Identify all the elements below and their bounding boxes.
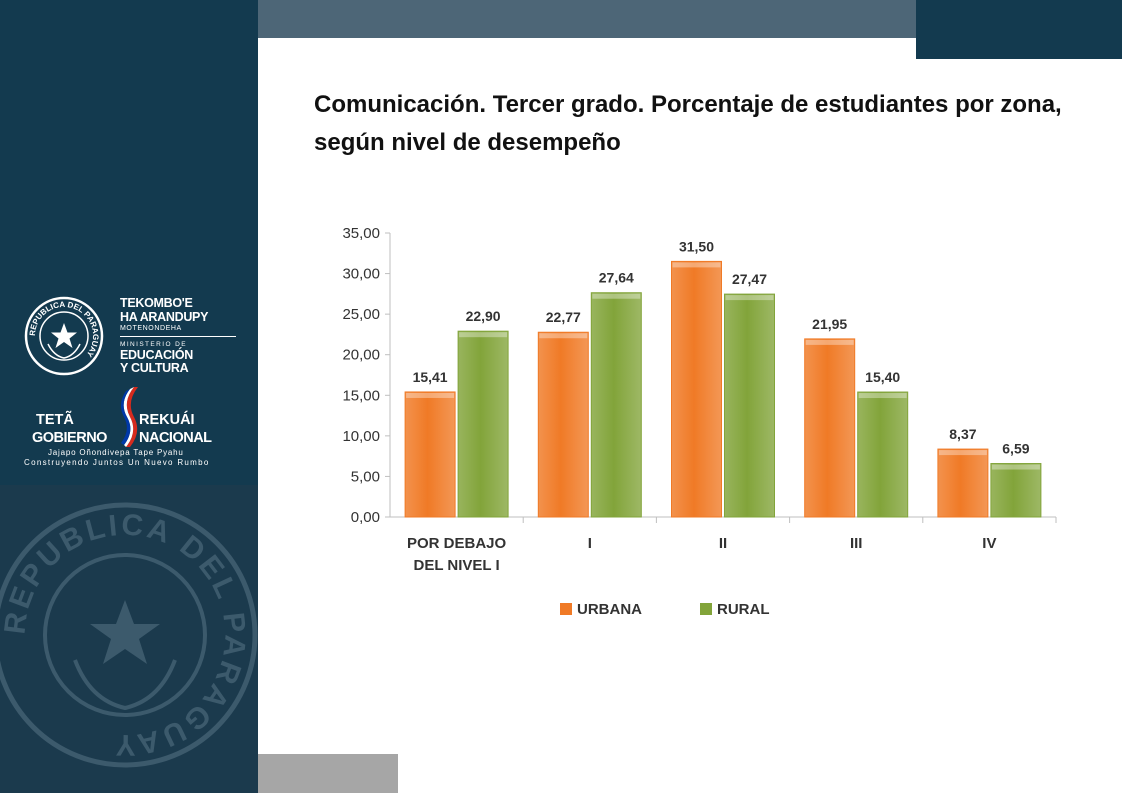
bar-rural [457,330,509,518]
bar-urbana [537,331,589,518]
legend-label: URBANA [577,601,642,618]
ministry-line6: Y CULTURA [120,361,189,375]
header-bar [258,0,916,38]
data-label: 15,41 [413,369,448,385]
data-label: 22,90 [466,308,501,324]
gov-slogan-guarani: Jajapo Oñondivepa Tape Pyahu [48,448,184,457]
gov-word-nacional: NACIONAL [139,430,212,446]
data-label: 22,77 [546,309,581,325]
ministry-divider [120,336,236,337]
bar-highlight [592,293,641,299]
y-tick-label: 15,00 [342,387,380,404]
footer-bar [258,754,398,793]
gov-slogan-spanish: Construyendo Juntos Un Nuevo Rumbo [24,458,210,467]
y-tick-label: 30,00 [342,266,380,283]
data-label: 27,64 [599,270,634,286]
bar-highlight [805,339,854,345]
data-label: 6,59 [1002,441,1029,457]
bar-rural [990,463,1042,518]
bar-chart: 0,00 5,00 10,00 15,00 20,00 25,00 30,00 35,00 15… [310,215,1070,640]
government-logo: TETÃ REKUÁI GOBIERNO NACIONAL Jajapo Oño… [20,385,250,470]
x-tick-label: II [719,535,727,552]
y-tick-label: 5,00 [351,468,380,485]
data-label: 31,50 [679,238,714,254]
y-tick-label: 35,00 [342,225,380,242]
sidebar: REPUBLICA DEL PARAGUAY TEKOMBO'E HA ARAN… [0,0,258,793]
bar-urbana [804,338,856,518]
data-label: 8,37 [949,426,976,442]
bar-highlight [858,393,907,399]
bar-urbana [404,391,456,518]
bar-highlight [938,450,987,456]
gov-word-teta: TETÃ [36,412,74,428]
bar-urbana [671,260,722,518]
legend-label: RURAL [717,601,770,618]
legend-swatch-urbana [560,603,572,615]
header-corner-block [916,0,1122,59]
x-tick-label: POR DEBAJO [407,535,507,552]
bar-highlight [725,295,774,301]
ministry-line4: MINISTERIO DE [120,341,187,348]
bar-rural [724,293,775,518]
ministry-line3: MOTENONDEHA [120,325,182,332]
x-tick-label: DEL NIVEL I [414,557,500,574]
y-tick-label: 10,00 [342,428,380,445]
gov-word-gobierno: GOBIERNO [32,430,107,446]
bar-rural [857,391,909,518]
ministry-line1: TEKOMBO'E [120,296,193,310]
paraguay-seal-icon: REPUBLICA DEL PARAGUAY [24,296,104,376]
x-tick-label: IV [982,535,996,552]
bar-rural [590,292,642,518]
data-label: 27,47 [732,271,767,287]
ministry-line5: EDUCACIÓN [120,348,193,362]
data-label: 21,95 [812,316,847,332]
y-tick-label: 20,00 [342,347,380,364]
ministry-logo: TEKOMBO'E HA ARANDUPY MOTENONDEHA MINIST… [120,296,240,375]
y-tick-label: 0,00 [351,509,380,526]
bar-highlight [539,333,588,339]
gov-word-rekuai: REKUÁI [139,412,195,428]
bar-highlight [672,262,721,268]
seal-watermark-icon: REPUBLICA DEL PARAGUAY [0,502,258,768]
x-tick-label: I [588,535,592,552]
y-tick-label: 25,00 [342,306,380,323]
bar-highlight [991,464,1040,470]
legend-swatch-rural [700,603,712,615]
x-tick-label: III [850,535,863,552]
slide-title: Comunicación. Tercer grado. Porcentaje d… [314,91,1062,156]
bar-chart-svg: 0,00 5,00 10,00 15,00 20,00 25,00 30,00 35,00 15… [342,225,1057,618]
bar-highlight [459,332,508,338]
data-label: 15,40 [865,369,900,385]
bar-highlight [406,392,455,398]
ministry-line2: HA ARANDUPY [120,310,209,324]
flag-ribbon-icon [120,387,138,447]
bar-urbana [937,448,989,518]
